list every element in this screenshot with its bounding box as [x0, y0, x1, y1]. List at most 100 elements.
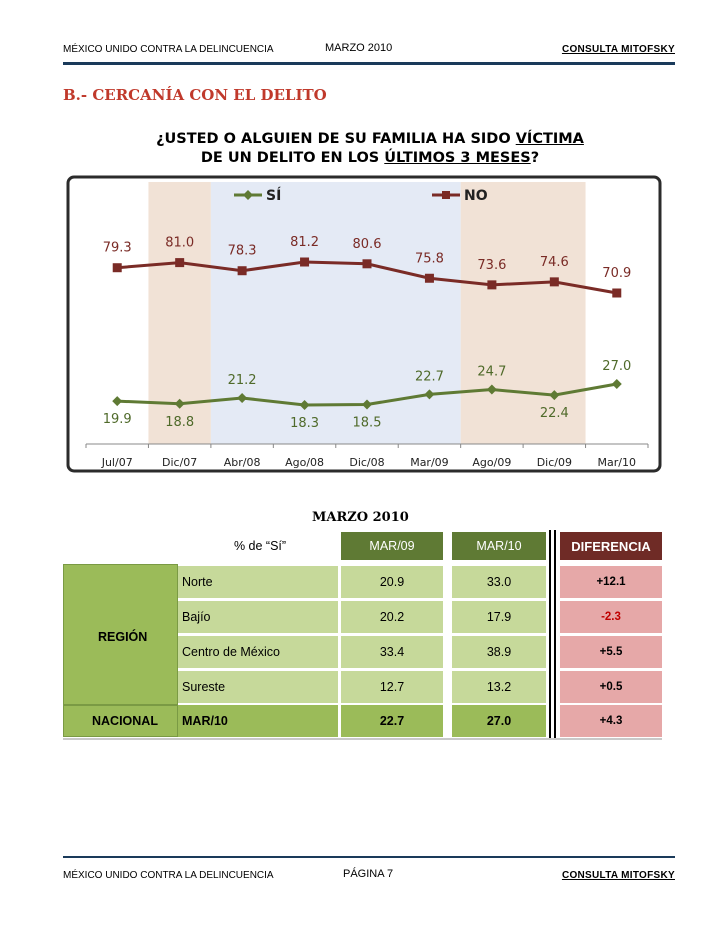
data-label: 18.5 [353, 416, 382, 431]
data-point [362, 259, 372, 269]
row-mar09: 20.2 [341, 601, 443, 633]
data-label: 79.3 [103, 241, 132, 256]
row-label: Bajío [178, 601, 338, 633]
header-rule [63, 62, 675, 65]
page-footer: MÉXICO UNIDO CONTRA LA DELINCUENCIA PÁGI… [63, 866, 675, 886]
x-tick-label: Dic/08 [349, 456, 384, 469]
x-tick-label: Jul/07 [101, 456, 133, 469]
region-label: REGIÓN [98, 629, 148, 644]
data-point [237, 266, 247, 276]
row-mar09: 33.4 [341, 636, 443, 668]
national-label: NACIONAL [92, 714, 158, 728]
x-tick-label: Ago/08 [285, 456, 324, 469]
table-bottom-border [63, 738, 662, 740]
data-point [549, 277, 559, 287]
data-label: 73.6 [477, 258, 506, 273]
row-mar10: 33.0 [452, 566, 546, 598]
data-point [486, 384, 497, 395]
national-label-cell: NACIONAL [63, 705, 178, 737]
x-tick-label: Mar/09 [410, 456, 448, 469]
question-line1-pre: ¿USTED O ALGUIEN DE SU FAMILIA HA SIDO [156, 131, 516, 147]
region-cell: REGIÓN [63, 564, 178, 705]
data-label: 22.7 [415, 369, 444, 384]
header-left: MÉXICO UNIDO CONTRA LA DELINCUENCIA [63, 44, 274, 55]
row-mar09: 12.7 [341, 671, 443, 703]
data-label: 81.2 [290, 235, 319, 250]
header-right: CONSULTA MITOFSKY [561, 44, 675, 55]
data-label: 80.6 [353, 237, 382, 252]
table-subtitle: % de “Sí” [233, 539, 287, 553]
chart-background-band [460, 182, 586, 444]
table-title: MARZO 2010 [312, 510, 409, 525]
data-label: 78.3 [228, 244, 257, 259]
data-point [549, 390, 560, 401]
legend-label: NO [464, 188, 488, 204]
footer-left: MÉXICO UNIDO CONTRA LA DELINCUENCIA [63, 870, 274, 881]
footer-center: PÁGINA 7 [343, 868, 394, 880]
data-point [174, 398, 185, 409]
legend-label: SÍ [266, 187, 281, 204]
data-label: 18.3 [290, 416, 319, 431]
data-point [487, 280, 497, 290]
national-diff: +4.3 [560, 705, 662, 737]
data-label: 24.7 [477, 365, 506, 380]
row-mar10: 38.9 [452, 636, 546, 668]
data-label: 18.8 [165, 415, 194, 430]
question-line1-underlined: VÍCTIMA [515, 131, 584, 147]
data-point [299, 400, 310, 410]
national-mar10: 27.0 [452, 705, 546, 737]
question-line2-pre: DE UN DELITO EN LOS [200, 150, 385, 166]
legend-marker [442, 191, 450, 199]
row-diff: +0.5 [560, 671, 662, 703]
x-tick-label: Ago/09 [472, 456, 511, 469]
data-label: 27.0 [602, 359, 631, 374]
national-period: MAR/10 [178, 705, 338, 737]
data-point [612, 288, 622, 298]
data-point [175, 258, 185, 268]
x-tick-label: Dic/07 [162, 456, 197, 469]
data-point [362, 399, 372, 410]
data-point [112, 396, 123, 407]
row-label: Centro de México [178, 636, 338, 668]
row-label: Sureste [178, 671, 338, 703]
divider-line-b [554, 530, 556, 740]
row-diff: +12.1 [560, 566, 662, 598]
question-title: ¿USTED O ALGUIEN DE SU FAMILIA HA SIDO V… [120, 130, 620, 168]
footer-right: CONSULTA MITOFSKY [561, 870, 675, 881]
section-title: B.- CERCANÍA CON EL DELITO [63, 86, 327, 104]
row-mar10: 13.2 [452, 671, 546, 703]
data-label: 81.0 [165, 236, 194, 251]
national-mar09: 22.7 [341, 705, 443, 737]
data-label: 19.9 [103, 412, 132, 427]
row-label: Norte [178, 566, 338, 598]
footer-rule [63, 856, 675, 858]
data-point [424, 389, 435, 400]
page-header: MÉXICO UNIDO CONTRA LA DELINCUENCIA MARZ… [63, 40, 675, 60]
x-tick-label: Abr/08 [224, 456, 261, 469]
legend-marker [243, 190, 253, 200]
data-point [611, 379, 622, 389]
row-diff: -2.3 [560, 601, 662, 633]
row-diff: +5.5 [560, 636, 662, 668]
col-header-diferencia: DIFERENCIA [560, 532, 662, 560]
data-point [424, 273, 434, 283]
question-line2-post: ? [530, 150, 540, 166]
data-label: 74.6 [540, 255, 569, 270]
data-point [300, 257, 310, 267]
divider-line-a [549, 530, 551, 740]
col-header-mar10: MAR/10 [452, 532, 546, 560]
line-chart: Jul/07 Dic/07 Abr/08 Ago/08 Dic/08 Mar/09 Ago/… [66, 175, 662, 473]
x-tick-label: Mar/10 [598, 456, 636, 469]
data-label: 22.4 [540, 406, 569, 421]
col-header-mar09: MAR/09 [341, 532, 443, 560]
question-line2-underlined: ÚLTIMOS 3 MESES [384, 150, 531, 166]
data-label: 21.2 [228, 373, 257, 388]
data-label: 70.9 [602, 266, 631, 281]
x-tick-label: Dic/09 [537, 456, 572, 469]
header-center: MARZO 2010 [325, 42, 393, 54]
row-mar10: 17.9 [452, 601, 546, 633]
data-label: 75.8 [415, 251, 444, 266]
data-point [112, 263, 122, 273]
data-point [237, 393, 248, 403]
row-mar09: 20.9 [341, 566, 443, 598]
